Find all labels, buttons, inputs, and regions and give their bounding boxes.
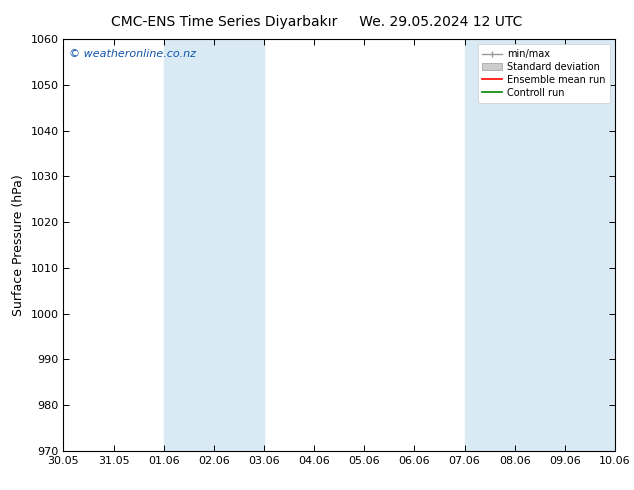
Text: © weatheronline.co.nz: © weatheronline.co.nz: [69, 49, 196, 59]
Y-axis label: Surface Pressure (hPa): Surface Pressure (hPa): [12, 174, 25, 316]
Legend: min/max, Standard deviation, Ensemble mean run, Controll run: min/max, Standard deviation, Ensemble me…: [477, 44, 610, 102]
Bar: [164, 39, 264, 451]
Bar: [465, 39, 615, 451]
Text: CMC-ENS Time Series Diyarbakır     We. 29.05.2024 12 UTC: CMC-ENS Time Series Diyarbakır We. 29.05…: [112, 15, 522, 29]
